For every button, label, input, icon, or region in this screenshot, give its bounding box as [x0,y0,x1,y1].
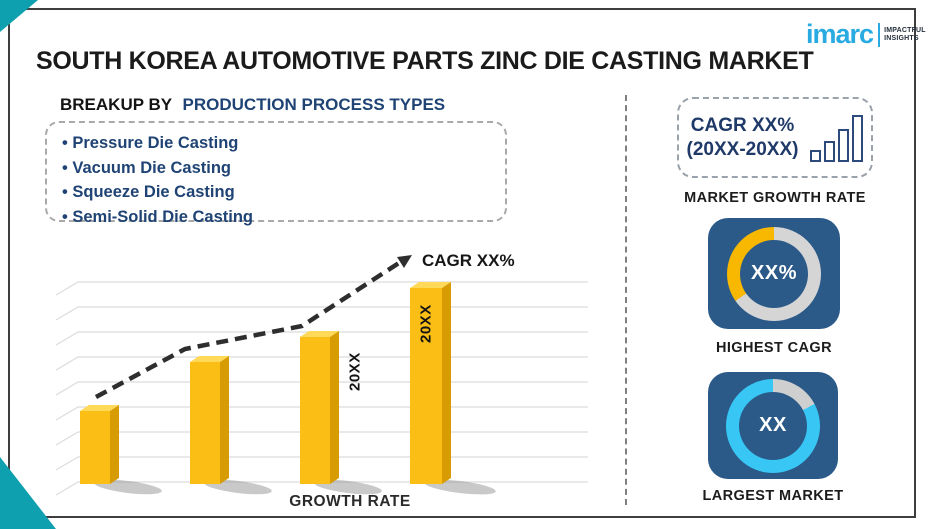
list-item: Semi-Solid Die Casting [62,205,505,230]
mini-bar-chart-icon [807,114,864,162]
breakup-heading: BREAKUP BY PRODUCTION PROCESS TYPES [60,95,445,115]
imarc-tagline-line1: IMPACTFUL [884,27,926,34]
section-divider [625,95,627,505]
cagr-period-text: (20XX-20XX) [686,138,799,160]
bar-chart-graphic [55,255,588,496]
imarc-tagline-line2: INSIGHTS [884,35,919,42]
market-growth-rate-box: CAGR XX% (20XX-20XX) [677,97,873,178]
breakup-list-box: Pressure Die Casting Vacuum Die Casting … [45,121,507,226]
x-axis-label: GROWTH RATE [289,493,411,510]
highest-cagr-card: XX% [708,218,840,329]
bar-year-label: 20XX [417,304,435,344]
bar-1 [80,405,119,484]
corner-decoration-bottom-left [0,457,56,529]
trend-arrow [94,255,412,399]
largest-market-card: XX [708,372,838,479]
largest-market-donut-chart: XX [726,378,820,473]
highest-cagr-label: HIGHEST CAGR [716,340,832,356]
market-growth-rate-label: MARKET GROWTH RATE [684,190,866,206]
imarc-logo: imarc IMPACTFUL INSIGHTS [806,20,926,48]
cagr-value-text: CAGR XX% [690,114,795,136]
list-item: Vacuum Die Casting [62,156,505,181]
highest-cagr-donut-chart: XX% [727,226,821,321]
largest-market-label: LARGEST MARKET [702,488,844,504]
bar-series [80,282,451,484]
breakup-heading-highlight: PRODUCTION PROCESS TYPES [182,95,446,114]
page-border [8,8,916,518]
breakup-heading-prefix: BREAKUP BY [60,95,172,114]
bar-3 [300,331,339,484]
bar-4 [410,282,451,484]
page-title: SOUTH KOREA AUTOMOTIVE PARTS ZINC DIE CA… [36,47,814,75]
corner-decoration-top-left [0,0,38,32]
cagr-annotation: CAGR XX% [422,251,515,270]
list-item: Pressure Die Casting [62,131,505,156]
growth-bar-chart: 20XX 20XX CAGR XX% GROWTH RATE [40,248,600,520]
highest-cagr-value: XX% [751,262,797,284]
bar-2 [190,356,229,484]
imarc-logo-wordmark: imarc [806,19,874,49]
list-item: Squeeze Die Casting [62,180,505,205]
bar-year-label: 20XX [346,352,364,392]
imarc-logo-divider [878,23,881,47]
largest-market-value: XX [759,414,787,436]
